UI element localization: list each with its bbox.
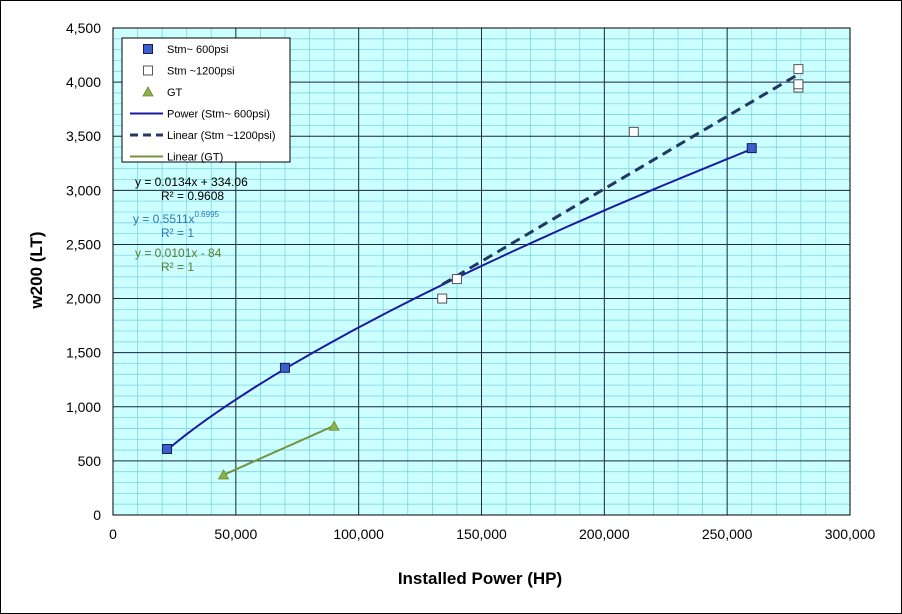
x-tick-labels: 0 50,000 100,000 150,000 200,000 250,000 300,0…: [109, 526, 875, 542]
y-tick-labels: 0 500 1,000 1,500 2,000 2,500 3,000 3,500 4,000 4…: [66, 20, 101, 523]
x-tick-label: 300,000: [825, 526, 876, 542]
y-tick-label: 3,000: [66, 182, 101, 198]
legend: Stm~ 600psi Stm ~1200psi GT Power (Stm~ 600…: [121, 37, 291, 164]
x-tick-label: 250,000: [702, 526, 753, 542]
data-point: [279, 362, 290, 373]
x-tick-label: 0: [109, 526, 117, 542]
trendline: [223, 424, 335, 476]
equation-stm600: y = 0.5511x0.6995: [133, 210, 220, 226]
y-tick-label: 2,500: [66, 236, 101, 252]
x-tick-label: 100,000: [333, 526, 384, 542]
y-tick-label: 4,500: [66, 20, 101, 36]
legend-label: Power (Stm~ 600psi): [167, 109, 270, 121]
data-points: [162, 64, 804, 480]
y-tick-label: 4,000: [66, 74, 101, 90]
x-tick-label: 50,000: [214, 526, 257, 542]
x-axis-title: Installed Power (HP): [398, 569, 562, 588]
legend-marker: [143, 44, 153, 54]
legend-label: Linear (Stm ~1200psi): [167, 130, 276, 142]
x-tick-label: 150,000: [456, 526, 507, 542]
y-tick-label: 3,500: [66, 128, 101, 144]
y-tick-label: 500: [78, 453, 102, 469]
equation-gt: y = 0.0101x - 84: [135, 246, 222, 260]
trendline-equations: y = 0.0134x + 334.06 R² = 0.9608 y = 0.5…: [133, 175, 248, 274]
legend-label: Linear (GT): [167, 152, 223, 164]
legend-label: Stm~ 600psi: [167, 44, 228, 56]
legend-marker: [143, 65, 153, 76]
trendline: [441, 72, 800, 286]
r2-stm1200: R² = 0.9608: [161, 189, 224, 203]
legend-marker: [142, 86, 154, 97]
r2-gt: R² = 1: [161, 260, 194, 274]
data-point: [793, 64, 804, 75]
y-axis-title: w200 (LT): [27, 231, 46, 309]
y-tick-label: 2,000: [66, 291, 101, 307]
y-tick-label: 0: [93, 507, 101, 523]
data-point: [328, 420, 340, 431]
data-point: [162, 443, 173, 454]
data-point: [746, 143, 757, 154]
legend-label: GT: [167, 87, 183, 99]
legend-box: [121, 37, 291, 163]
plot-border: [112, 27, 851, 516]
data-point: [451, 274, 462, 285]
y-tick-label: 1,500: [66, 345, 101, 361]
data-point: [217, 469, 230, 480]
equation-stm1200: y = 0.0134x + 334.06: [135, 175, 248, 189]
y-tick-label: 1,000: [66, 399, 101, 415]
r2-stm600: R² = 1: [161, 226, 194, 240]
x-tick-label: 200,000: [579, 526, 630, 542]
data-point: [437, 293, 448, 304]
legend-label: Stm ~1200psi: [167, 66, 235, 78]
data-point: [628, 126, 639, 137]
data-point: [793, 79, 804, 90]
